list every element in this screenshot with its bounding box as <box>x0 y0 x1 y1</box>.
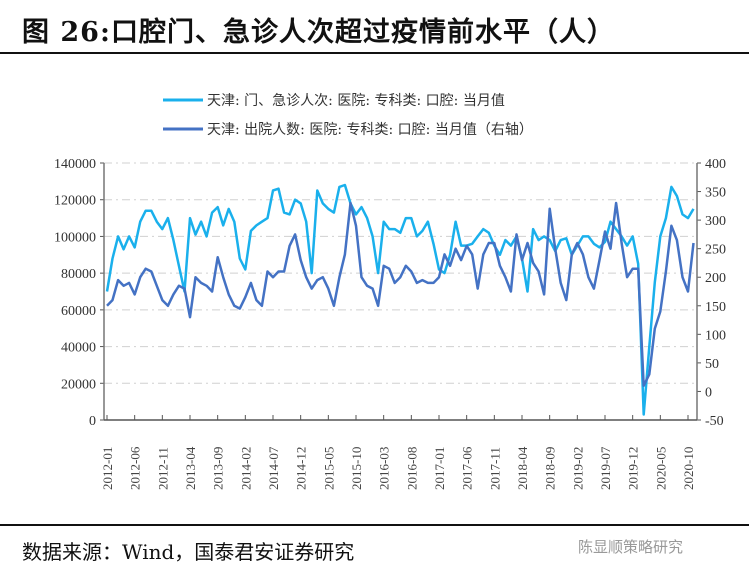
x-tick-label: 2016-08 <box>404 447 419 490</box>
series-line-discharges <box>106 201 695 387</box>
y-left-tick-label: 140000 <box>54 157 96 172</box>
y-left-tick-label: 20000 <box>61 377 96 392</box>
y-right-tick-label: 400 <box>705 157 726 172</box>
x-tick-label: 2017-06 <box>460 446 475 490</box>
y-left-tick-label: 100000 <box>54 230 96 245</box>
x-tick-label: 2014-07 <box>266 446 281 490</box>
x-tick-label: 2014-02 <box>238 447 253 490</box>
y-left-tick-label: 60000 <box>61 304 96 319</box>
chart: 0 20000 40000 60000 80000 100000 120000 140000 -… <box>54 93 726 490</box>
x-tick-label: 2017-01 <box>432 447 447 490</box>
y-right-tick-label: 100 <box>705 328 726 343</box>
y-right-tick-label: 0 <box>705 385 712 400</box>
legend-label: 天津: 门、急诊人次: 医院: 专科类: 口腔: 当月值 <box>207 93 505 109</box>
x-tick-label: 2017-11 <box>487 447 502 490</box>
y-right-tick-label: 250 <box>705 243 726 258</box>
x-tick-label: 2013-04 <box>183 446 198 490</box>
x-tick-label: 2019-07 <box>598 446 613 490</box>
x-tick-label: 2018-04 <box>515 446 530 490</box>
y-left-tick-label: 40000 <box>61 341 96 356</box>
x-tick-label: 2014-12 <box>294 447 309 490</box>
y-left-tick-label: 120000 <box>54 194 96 209</box>
x-tick-label: 2015-10 <box>349 447 364 490</box>
x-tick-label: 2020-05 <box>653 447 668 490</box>
y-left-tick-label: 0 <box>89 414 96 429</box>
y-right-tick-label: 50 <box>705 357 719 372</box>
x-tick-label: 2013-09 <box>211 447 226 490</box>
figure-title: 图 26:口腔门、急诊人次超过疫情前水平（人） <box>22 17 615 48</box>
title-rule <box>0 52 749 54</box>
source-note: 数据来源：Wind，国泰君安证券研究 <box>22 540 355 564</box>
watermark: 陈显顺策略研究 <box>578 538 684 556</box>
source-rule <box>0 524 749 526</box>
x-tick-label: 2012-11 <box>155 447 170 490</box>
y-right-tick-label: 350 <box>705 186 726 201</box>
y-right-tick-label: 200 <box>705 271 726 286</box>
y-right-tick-label: 150 <box>705 300 726 315</box>
x-tick-label: 2016-03 <box>377 447 392 490</box>
x-tick-label: 2018-09 <box>543 447 558 490</box>
y-right-tick-label: -50 <box>705 414 724 429</box>
x-tick-label: 2019-12 <box>626 447 641 490</box>
series-line-visits <box>105 183 695 416</box>
x-tick-label: 2012-06 <box>128 446 143 490</box>
x-tick-label: 2020-10 <box>681 447 696 490</box>
y-right-tick-label: 300 <box>705 214 726 229</box>
x-tick-label: 2012-01 <box>100 447 115 490</box>
x-tick-label: 2015-05 <box>321 447 336 490</box>
legend-label: 天津: 出院人数: 医院: 专科类: 口腔: 当月值（右轴） <box>207 122 533 138</box>
x-tick-label: 2019-02 <box>570 447 585 490</box>
y-left-tick-label: 80000 <box>61 267 96 282</box>
